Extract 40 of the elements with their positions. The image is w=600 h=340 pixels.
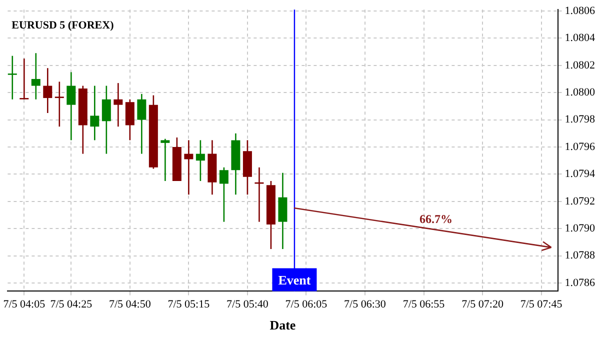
ref-line-label: Event [278,272,312,288]
x-tick-label: 7/5 07:45 [520,298,563,311]
candlestick [125,98,134,141]
candlestick [219,166,228,222]
y-tick-label: 1.0790 [564,222,596,235]
x-tick-label: 7/5 04:05 [3,298,46,311]
y-tick-label: 1.0802 [564,59,595,72]
x-tick-label: 7/5 05:40 [226,298,269,311]
candlestick [137,93,146,154]
x-tick-label: 7/5 04:25 [50,298,93,311]
x-tick-label: 7/5 06:30 [344,298,386,311]
x-tick-label: 7/5 06:55 [402,298,446,311]
x-tick-label: 7/5 05:15 [168,298,210,311]
candlestick [184,140,194,196]
annotation: 66.7% [419,212,452,226]
candlestick [43,67,52,114]
y-tick-label: 1.0798 [564,114,596,126]
y-tick-label: 1.0804 [564,32,596,44]
y-tick-label: 1.0786 [564,276,596,289]
x-tick-label: 7/5 07:20 [462,298,504,311]
y-tick-label: 1.0792 [564,195,595,208]
y-tick-label: 1.0788 [564,250,596,262]
y-tick-label: 1.0796 [564,140,596,153]
x-axis-title: Date [270,318,296,333]
candlestick [20,58,29,100]
candlestick [8,55,17,100]
y-tick-label: 1.0794 [564,168,596,180]
x-tick-label: 7/5 06:05 [285,298,328,311]
candlestick [54,81,64,128]
candlestick [196,140,205,182]
y-tick-label: 1.0806 [564,4,596,17]
x-tick-label: 7/5 04:50 [108,298,152,311]
candlestick [31,52,40,100]
candlestick [66,72,76,141]
candlestick [102,85,111,154]
candlestick [90,85,100,141]
candlestick [114,82,123,128]
text: EURUSD 5 (FOREX) [12,19,114,32]
y-tick-label: 1.0800 [564,86,596,98]
candlestick [160,138,170,182]
